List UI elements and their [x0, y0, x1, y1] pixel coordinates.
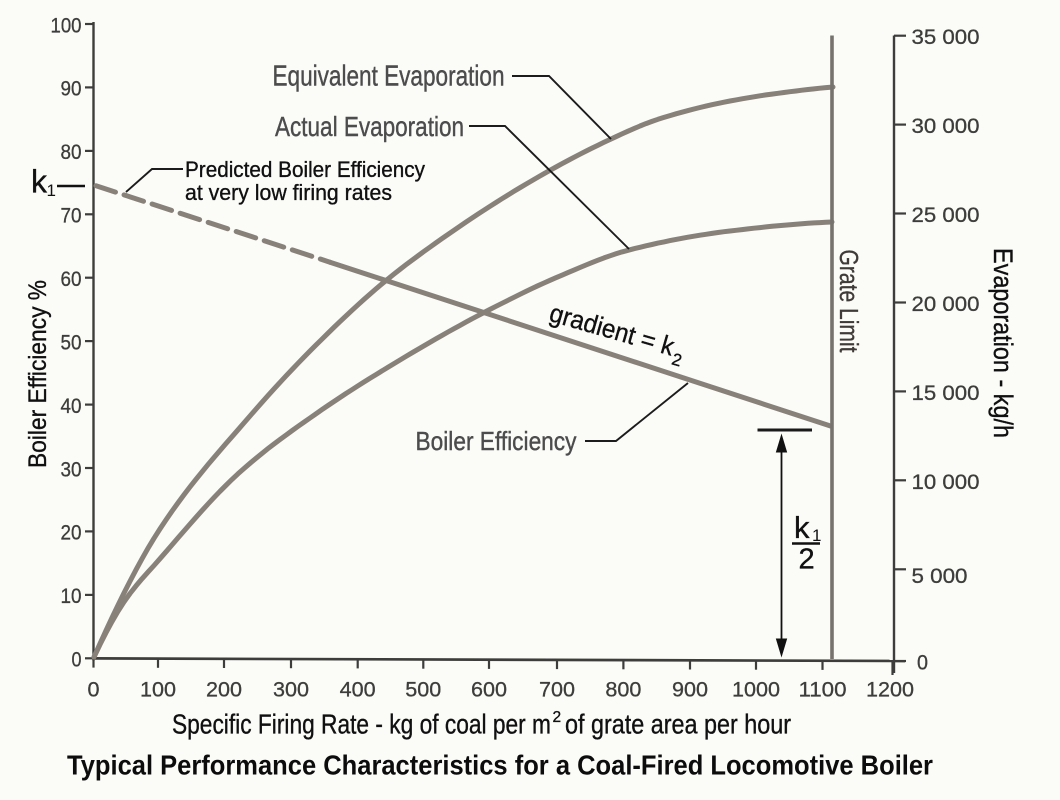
svg-text:1000: 1000: [732, 678, 780, 701]
svg-text:400: 400: [340, 678, 376, 701]
svg-text:at very low firing rates: at very low firing rates: [185, 180, 392, 205]
svg-text:Equivalent Evaporation: Equivalent Evaporation: [273, 61, 505, 93]
svg-text:40: 40: [61, 395, 82, 418]
svg-text:800: 800: [605, 678, 641, 701]
svg-text:Boiler Efficiency %: Boiler Efficiency %: [24, 280, 52, 468]
svg-text:0: 0: [917, 652, 928, 675]
svg-text:0: 0: [72, 649, 82, 672]
svg-text:1: 1: [812, 526, 821, 545]
svg-text:60: 60: [61, 268, 82, 291]
svg-text:Boiler Efficiency: Boiler Efficiency: [416, 426, 577, 456]
svg-text:Predicted Boiler Efficiency: Predicted Boiler Efficiency: [185, 157, 425, 182]
svg-text:Evaporation - kg/h: Evaporation - kg/h: [988, 248, 1018, 438]
svg-text:k: k: [794, 510, 810, 545]
svg-text:300: 300: [273, 678, 309, 701]
svg-text:5 000: 5 000: [912, 565, 968, 588]
svg-text:80: 80: [61, 141, 82, 164]
svg-text:700: 700: [539, 678, 575, 701]
svg-text:70: 70: [61, 205, 82, 228]
svg-text:50: 50: [61, 331, 82, 354]
svg-text:Specific Firing Rate - kg of c: Specific Firing Rate - kg of coal per m: [172, 709, 551, 740]
svg-text:1200: 1200: [866, 678, 914, 701]
svg-text:25 000: 25 000: [912, 204, 980, 227]
svg-text:30 000: 30 000: [912, 115, 980, 138]
svg-text:600: 600: [471, 678, 507, 701]
svg-text:500: 500: [405, 678, 441, 701]
svg-text:35 000: 35 000: [912, 26, 980, 49]
svg-text:of grate area per hour: of grate area per hour: [565, 709, 791, 740]
svg-text:2: 2: [553, 709, 562, 726]
svg-text:30: 30: [61, 458, 82, 481]
svg-text:2: 2: [799, 544, 815, 576]
svg-text:k: k: [31, 164, 48, 200]
svg-text:1: 1: [47, 181, 56, 200]
svg-text:Actual Evaporation: Actual Evaporation: [275, 111, 464, 142]
svg-text:Typical Performance Characteri: Typical Performance Characteristics for …: [67, 750, 933, 781]
svg-text:Grate Limit: Grate Limit: [834, 250, 862, 353]
svg-text:20 000: 20 000: [912, 293, 980, 316]
svg-text:1100: 1100: [799, 678, 847, 701]
svg-text:10: 10: [61, 585, 82, 608]
svg-text:15 000: 15 000: [912, 382, 980, 405]
svg-text:200: 200: [206, 678, 242, 701]
svg-text:90: 90: [61, 78, 82, 101]
svg-text:900: 900: [672, 678, 708, 701]
svg-text:0: 0: [88, 678, 100, 701]
svg-text:10 000: 10 000: [912, 471, 980, 494]
svg-text:20: 20: [61, 522, 82, 545]
svg-text:100: 100: [140, 678, 176, 701]
svg-text:100: 100: [51, 14, 82, 37]
